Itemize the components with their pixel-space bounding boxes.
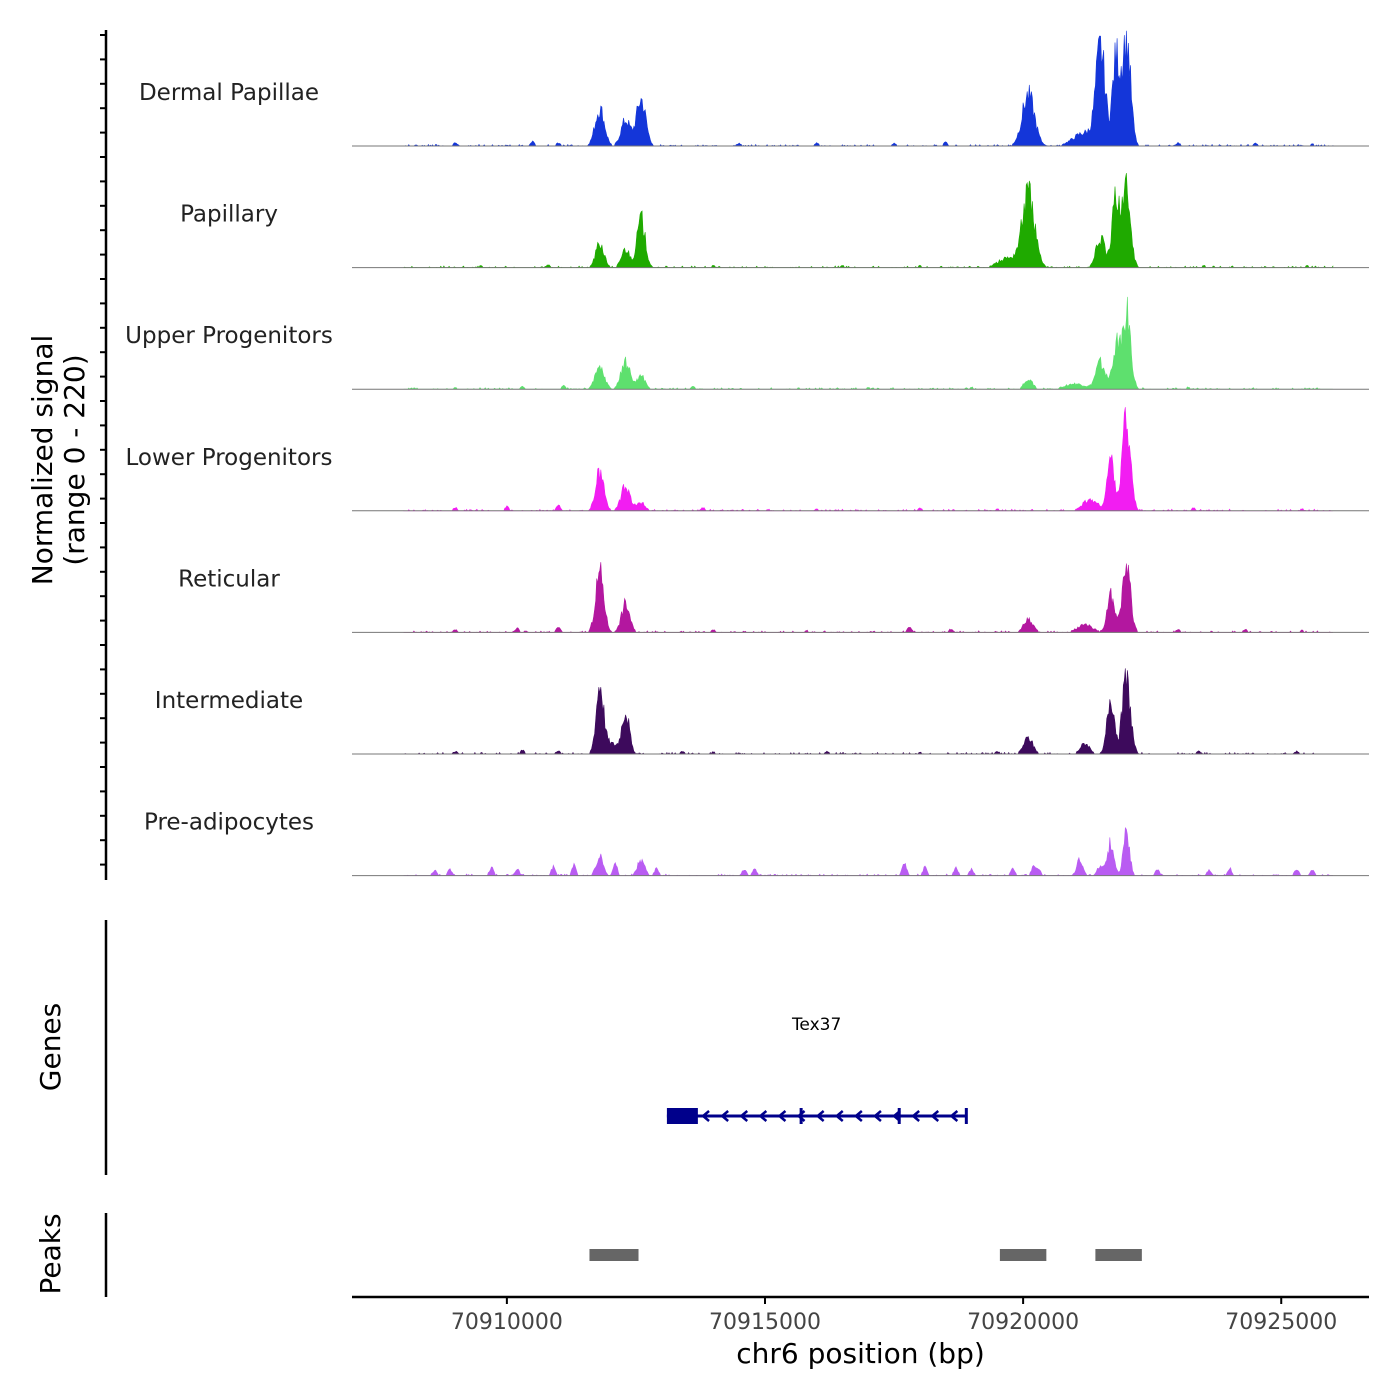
strand-arrow — [853, 1110, 863, 1122]
strand-arrow — [815, 1110, 825, 1122]
peak-region — [1095, 1249, 1142, 1261]
strand-arrow — [758, 1110, 768, 1122]
y-axis-label-line2: (range 0 - 220) — [58, 354, 91, 565]
peaks-axis-label: Peaks — [34, 1213, 67, 1294]
peak-panel — [104, 1213, 1142, 1297]
signal-area — [403, 826, 1333, 877]
strand-arrow — [834, 1110, 844, 1122]
coverage-tracks: Dermal Papillae Papillary Upper Progenitor… — [125, 30, 1369, 877]
signal-area — [403, 668, 1334, 755]
gene-name: Tex37 — [791, 1015, 841, 1035]
strand-arrow — [892, 1110, 901, 1122]
strand-arrow — [949, 1110, 959, 1122]
track-papillary: Papillary — [180, 173, 1369, 269]
signal-area — [403, 30, 1334, 147]
strand-arrow — [930, 1110, 940, 1122]
x-axis-title: chr6 position (bp) — [736, 1337, 985, 1370]
signal-area — [403, 296, 1333, 390]
peak-region — [589, 1249, 639, 1261]
track-intermediate: Intermediate — [155, 668, 1369, 755]
strand-arrow — [739, 1110, 749, 1122]
track-label: Intermediate — [155, 688, 303, 714]
track-label: Lower Progenitors — [126, 445, 333, 471]
track-upper-progenitors: Upper Progenitors — [125, 296, 1369, 390]
x-tick-label: 70925000 — [1225, 1310, 1337, 1335]
track-lower-progenitors: Lower Progenitors — [126, 407, 1369, 512]
x-tick-label: 70920000 — [967, 1310, 1079, 1335]
signal-area — [403, 173, 1334, 269]
track-label: Papillary — [180, 202, 278, 228]
strand-arrow — [720, 1110, 729, 1122]
genes-axis-label: Genes — [34, 1003, 67, 1091]
gene-panel: Tex37 — [104, 920, 968, 1175]
x-tick-label: 70915000 — [709, 1310, 821, 1335]
strand-arrow — [873, 1110, 882, 1122]
track-label: Reticular — [178, 566, 280, 592]
track-reticular: Reticular — [178, 562, 1369, 634]
strand-arrow — [911, 1110, 920, 1122]
y-axis-label-line1: Normalized signal — [26, 335, 59, 586]
signal-area — [403, 407, 1333, 512]
peak-region — [999, 1249, 1047, 1261]
track-pre-adipocytes: Pre-adipocytes — [144, 810, 1369, 877]
track-dermal-papillae: Dermal Papillae — [139, 30, 1369, 147]
signal-area — [403, 562, 1333, 634]
strand-arrow — [796, 1110, 806, 1122]
gene-exon — [666, 1108, 698, 1124]
track-label: Upper Progenitors — [125, 323, 333, 349]
track-label: Dermal Papillae — [139, 80, 319, 106]
strand-arrow — [701, 1110, 710, 1122]
signal-axis — [100, 30, 108, 880]
x-axis: 70910000 70915000 70920000 70925000 — [352, 1295, 1369, 1335]
strand-arrow — [777, 1110, 787, 1122]
track-label: Pre-adipocytes — [144, 810, 314, 836]
x-tick-label: 70910000 — [451, 1310, 563, 1335]
